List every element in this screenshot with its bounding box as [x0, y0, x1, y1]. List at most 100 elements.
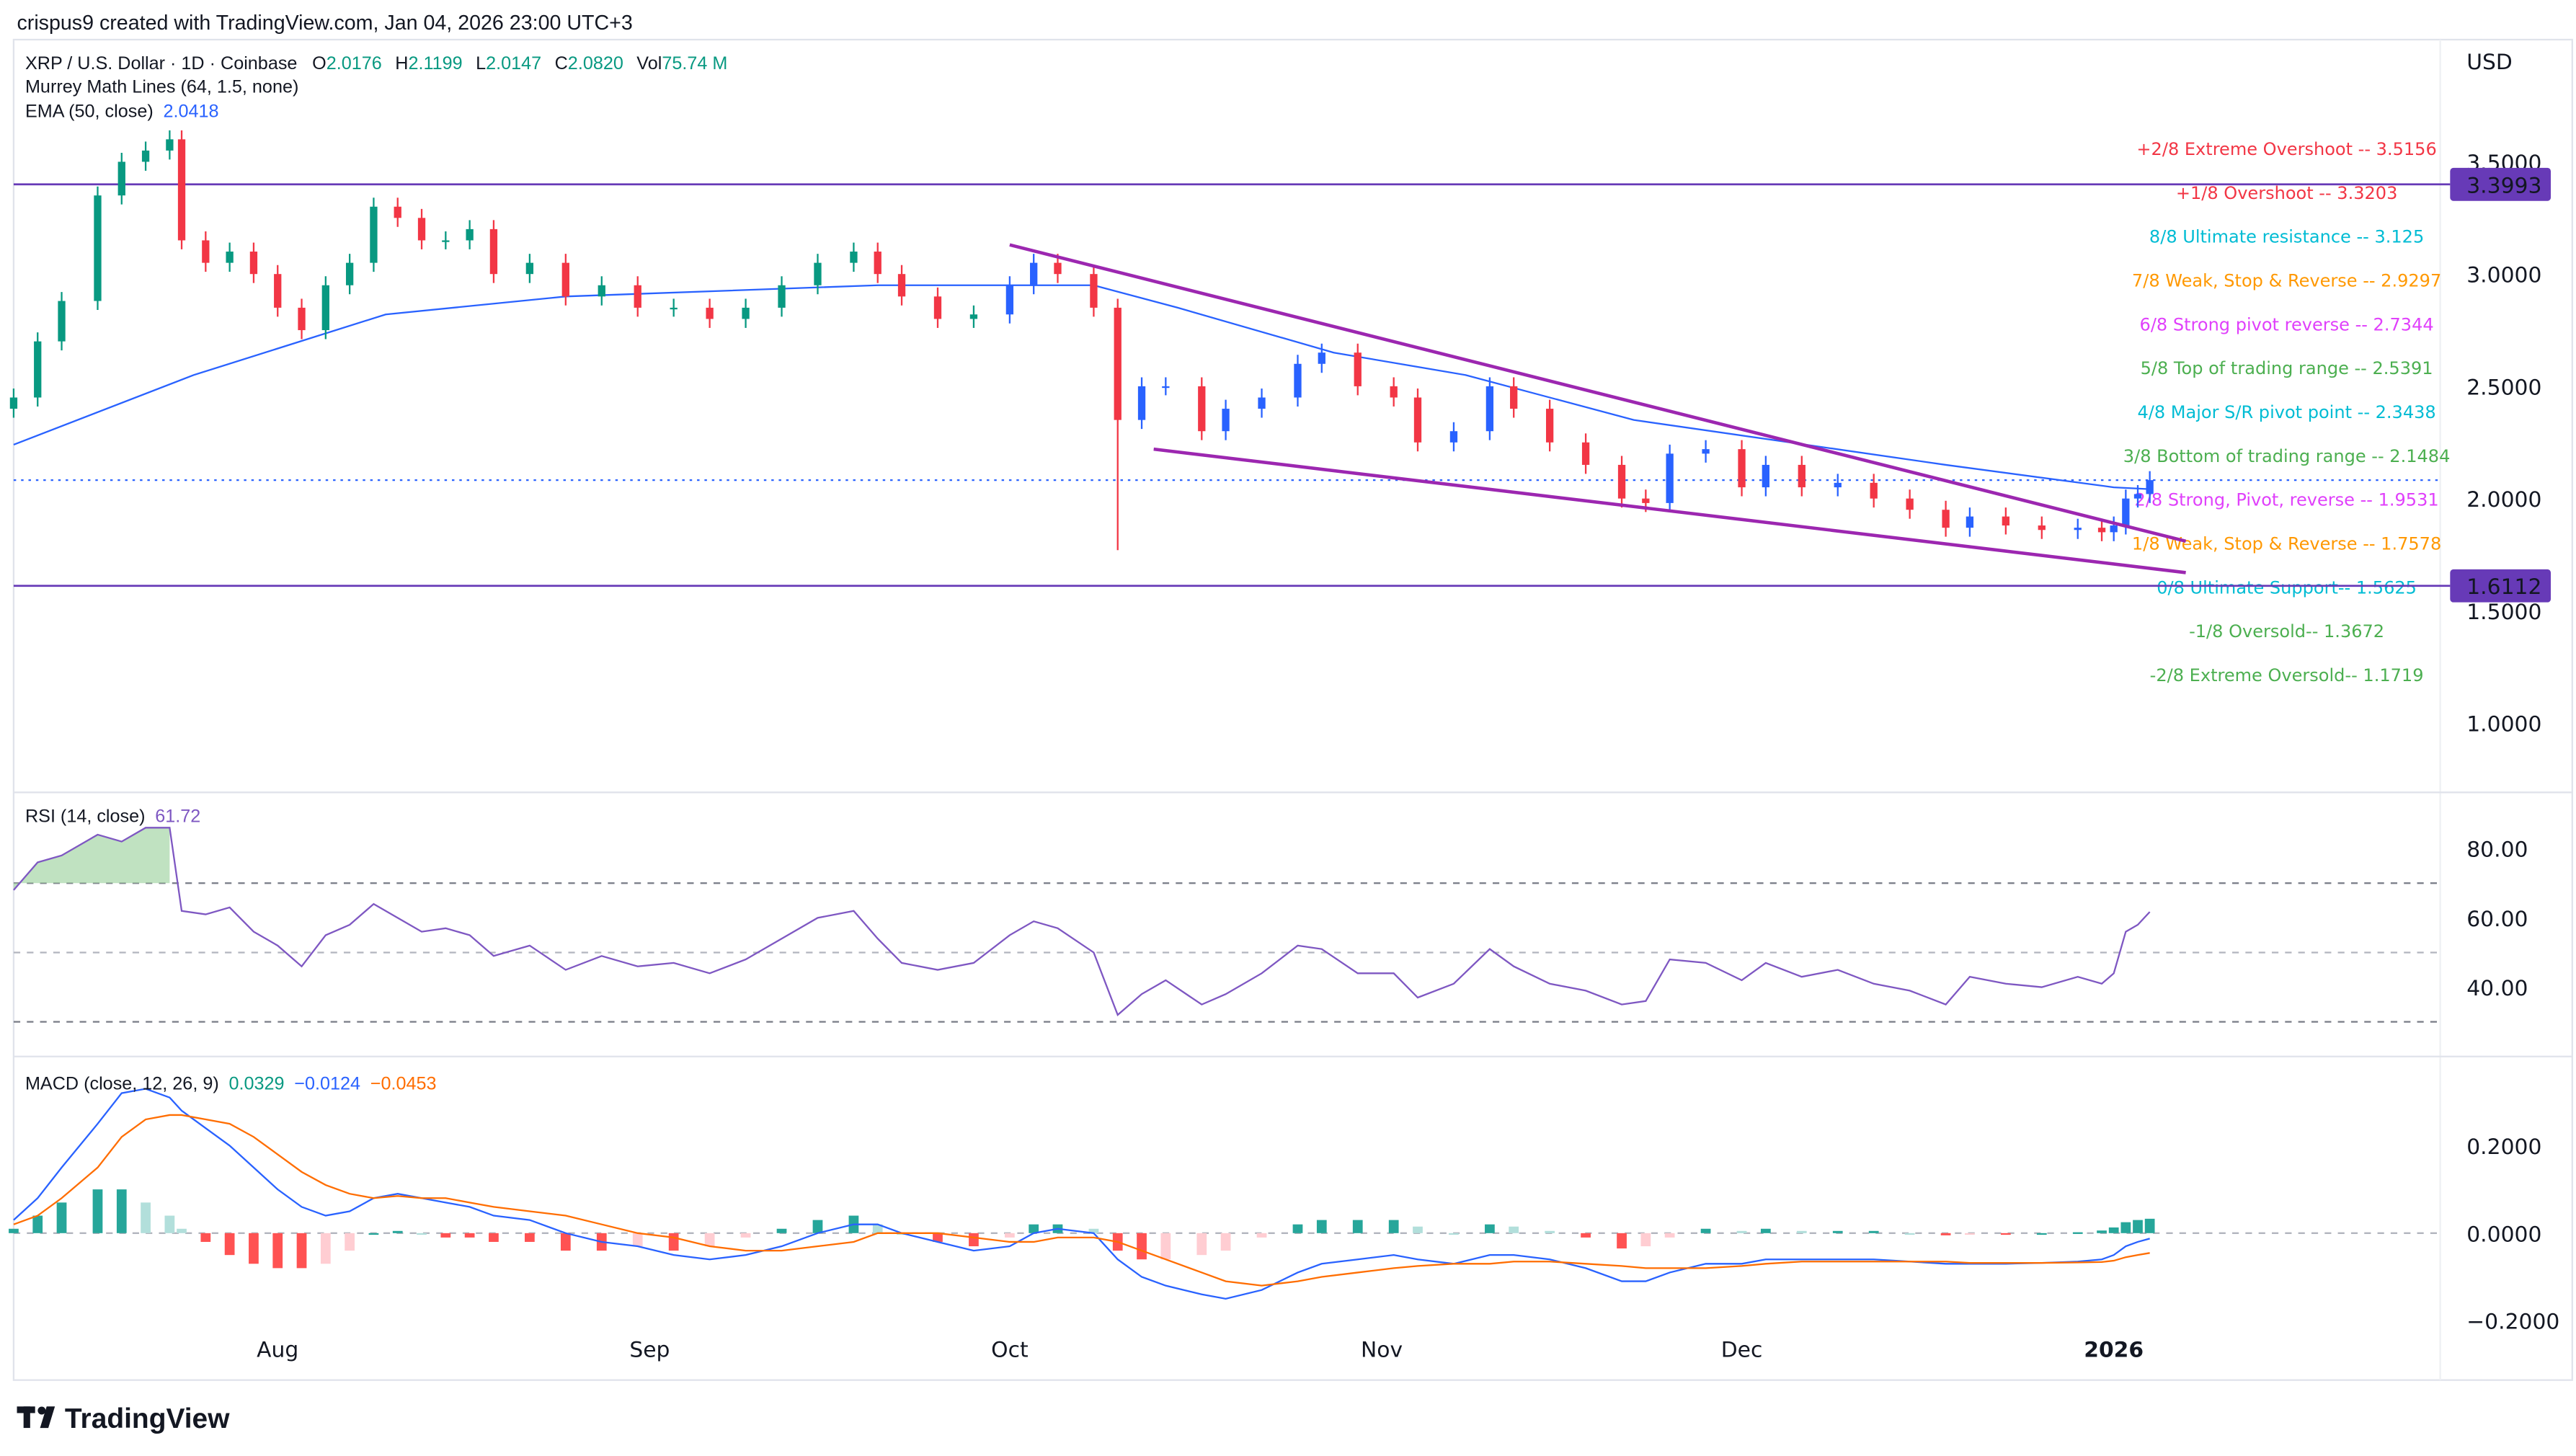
candle [561, 262, 569, 297]
macd-histogram-bar [417, 1233, 427, 1235]
macd-histogram-bar [2108, 1227, 2119, 1233]
candle [1906, 498, 1914, 510]
candle [1258, 397, 1266, 409]
murrey-level-label: 1/8 Weak, Stop & Reverse -- 1.7578 [2132, 534, 2441, 554]
volume-value: 75.74 M [662, 53, 727, 74]
falling-wedge-trendline [1153, 447, 2186, 574]
time-tick-label: Nov [1361, 1338, 1403, 1363]
candle [1762, 464, 1769, 488]
price-tick-label: 1.5000 [2466, 600, 2541, 625]
price-label-badge [2450, 167, 2551, 201]
macd-histogram-bar [1029, 1224, 1039, 1233]
candle [2038, 525, 2046, 531]
symbol-legend: XRP / U.S. Dollar · 1D · Coinbase O2.017… [25, 53, 727, 74]
candle [249, 252, 258, 275]
macd-histogram-bar [704, 1233, 715, 1247]
symbol-name: XRP / U.S. Dollar · 1D · Coinbase [25, 53, 297, 74]
candle [1318, 352, 1325, 364]
murrey-level-label: 0/8 Ultimate Support-- 1.5625 [2157, 577, 2417, 598]
candle [1642, 498, 1650, 503]
macd-histogram-bar [2036, 1233, 2047, 1235]
macd-histogram-bar [464, 1233, 475, 1238]
macd-histogram-bar [368, 1233, 379, 1235]
candle [1390, 386, 1398, 398]
macd-histogram-bar [2133, 1220, 2143, 1233]
rsi-value: 61.72 [155, 807, 200, 827]
chart-frame [12, 38, 2573, 1381]
candle [1966, 516, 1974, 528]
rsi-pane[interactable]: 80.00 60.00 40.00 [13, 827, 2528, 1023]
macd-histogram-bar [116, 1189, 127, 1233]
candle [1738, 449, 1746, 488]
candle [670, 307, 678, 310]
candle [969, 314, 978, 319]
macd-tick-label: 0.0000 [2466, 1222, 2541, 1247]
macd-histogram-bar [32, 1215, 43, 1233]
rsi-label: RSI (14, close) [25, 807, 146, 827]
candle [634, 285, 641, 308]
macd-histogram-bar [632, 1233, 643, 1247]
macd-pane[interactable]: 0.2000 0.0000 −0.2000 [9, 1088, 2559, 1335]
candle [298, 307, 306, 331]
macd-line-value: −0.0124 [294, 1074, 360, 1094]
macd-legend[interactable]: MACD (close, 12, 26, 9) 0.0329 −0.0124 −0.0… [25, 1074, 437, 1094]
candle [1617, 464, 1626, 499]
macd-histogram-bar [668, 1233, 679, 1251]
ema-legend[interactable]: EMA (50, close) 2.0418 [25, 102, 219, 122]
candle [742, 307, 750, 319]
macd-histogram-bar [392, 1230, 403, 1233]
price-tick-label: 2.0000 [2466, 487, 2541, 512]
macd-histogram-bar [345, 1233, 355, 1251]
low-value: 2.0147 [486, 53, 541, 74]
candle [933, 296, 942, 319]
open-value: 2.0176 [327, 53, 382, 74]
candle [1114, 307, 1122, 420]
candle [466, 228, 474, 241]
candle [706, 307, 714, 319]
macd-histogram-bar [1160, 1233, 1171, 1260]
macd-histogram-bar [164, 1215, 175, 1233]
candle [1545, 409, 1554, 443]
macd-tick-label: −0.2000 [2466, 1310, 2559, 1335]
murrey-legend[interactable]: Murrey Math Lines (64, 1.5, none) [25, 76, 298, 97]
macd-histogram-bar [296, 1233, 307, 1269]
macd-histogram-bar [2144, 1218, 2155, 1233]
time-axis[interactable]: Aug Sep Oct Nov Dec 2026 [257, 1338, 2144, 1363]
candle [166, 139, 174, 151]
macd-histogram-bar [933, 1233, 943, 1242]
candle [141, 150, 150, 162]
candle [1294, 363, 1302, 398]
candle [1581, 442, 1590, 465]
tradingview-logo[interactable]: TradingView [17, 1403, 231, 1434]
candle [1870, 482, 1878, 499]
macd-histogram-bar [56, 1202, 67, 1233]
candle [2097, 528, 2106, 533]
macd-histogram-bar [1005, 1233, 1015, 1238]
macd-histogram-bar [2120, 1222, 2131, 1233]
macd-histogram-bar [489, 1233, 499, 1242]
candle [1198, 386, 1206, 432]
candle [778, 285, 786, 308]
macd-histogram-bar [1485, 1224, 1495, 1233]
macd-histogram-bar [1292, 1224, 1303, 1233]
macd-histogram-bar [969, 1233, 979, 1247]
candle [1137, 386, 1146, 420]
murrey-level-label: 8/8 Ultimate resistance -- 3.125 [2149, 227, 2424, 247]
macd-histogram-bar [1868, 1230, 1879, 1233]
time-tick-label: Sep [629, 1338, 670, 1363]
candle [874, 252, 881, 275]
price-label-text: 3.3993 [2466, 173, 2541, 198]
rsi-legend[interactable]: RSI (14, close) 61.72 [25, 807, 200, 827]
price-pane[interactable]: 3.50003.00002.50002.00001.50001.0000+2/8… [9, 130, 2551, 737]
macd-histogram-bar [2072, 1232, 2083, 1234]
tradingview-logo-icon [17, 1406, 55, 1429]
candle [2133, 494, 2142, 499]
macd-histogram-bar [224, 1233, 235, 1256]
macd-histogram-bar [320, 1233, 331, 1264]
currency-label[interactable]: USD [2466, 50, 2513, 75]
macd-histogram-bar [1664, 1233, 1675, 1238]
candle [274, 274, 282, 308]
candle [117, 161, 125, 196]
macd-histogram-bar [1256, 1233, 1267, 1238]
